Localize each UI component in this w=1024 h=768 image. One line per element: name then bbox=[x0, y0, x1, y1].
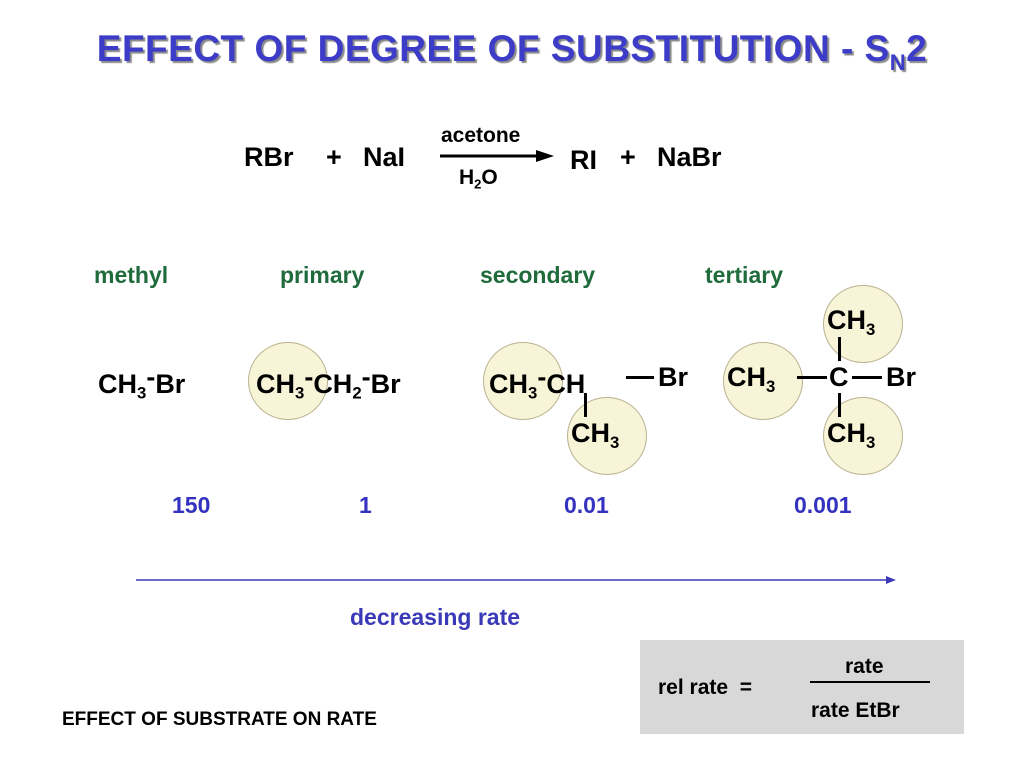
tertbutyl-carbon: C bbox=[829, 362, 849, 392]
category-tertiary: tertiary bbox=[705, 262, 783, 288]
category-methyl: methyl bbox=[94, 262, 169, 288]
reaction-arrow bbox=[440, 150, 554, 162]
decreasing-rate-arrow bbox=[136, 576, 896, 584]
solvent-label: acetone bbox=[441, 124, 521, 147]
formula-denominator: rate EtBr bbox=[811, 699, 900, 722]
category-primary: primary bbox=[280, 262, 365, 288]
rate-primary: 1 bbox=[359, 492, 372, 518]
footer-caption: EFFECT OF SUBSTRATE ON RATE bbox=[62, 709, 377, 730]
methyl-group-highlight bbox=[823, 397, 903, 475]
bond bbox=[852, 376, 882, 379]
bond bbox=[797, 376, 827, 379]
methyl-group-highlight bbox=[483, 342, 563, 420]
isopropyl-bromide: CH3-CH bbox=[489, 362, 586, 403]
rate-methyl: 150 bbox=[172, 492, 211, 518]
bond bbox=[838, 393, 841, 417]
methyl-group-highlight bbox=[567, 397, 647, 475]
product-ri: RI bbox=[570, 145, 597, 175]
fraction-bar bbox=[810, 681, 930, 683]
relative-rate-formula-box: rel rate = rate rate EtBr bbox=[640, 640, 964, 734]
tertbutyl-left-methyl: CH3 bbox=[727, 362, 776, 396]
formula-lhs: rel rate = bbox=[658, 676, 752, 699]
plus-sign: + bbox=[620, 142, 636, 172]
methyl-group-highlight bbox=[248, 342, 328, 420]
page-title: EFFECT OF DEGREE OF SUBSTITUTION - SN2 bbox=[96, 28, 928, 75]
tertbutyl-bottom-methyl: CH3 bbox=[827, 418, 876, 452]
product-nabr: NaBr bbox=[657, 142, 722, 172]
bond bbox=[838, 337, 841, 361]
bond bbox=[584, 393, 587, 417]
methyl-bromide: CH3-Br bbox=[98, 362, 186, 403]
formula-numerator: rate bbox=[845, 655, 884, 678]
isopropyl-bottom-methyl: CH3 bbox=[571, 418, 620, 452]
reactant-rbr: RBr bbox=[244, 142, 294, 172]
decreasing-rate-label: decreasing rate bbox=[350, 604, 521, 630]
tertbutyl-bromine: Br bbox=[886, 362, 917, 392]
tertbutyl-top-methyl: CH3 bbox=[827, 305, 876, 339]
methyl-group-highlight bbox=[723, 342, 803, 420]
ethyl-bromide: CH3-CH2-Br bbox=[256, 362, 401, 403]
methyl-group-highlight bbox=[823, 285, 903, 363]
rate-secondary: 0.01 bbox=[564, 492, 609, 518]
bond bbox=[626, 376, 654, 379]
isopropyl-bromine: Br bbox=[658, 362, 689, 392]
reactant-nai: NaI bbox=[363, 142, 406, 172]
category-secondary: secondary bbox=[480, 262, 596, 288]
water-label: H2O bbox=[459, 166, 498, 192]
plus-sign: + bbox=[326, 142, 342, 172]
rate-tertiary: 0.001 bbox=[794, 492, 852, 518]
